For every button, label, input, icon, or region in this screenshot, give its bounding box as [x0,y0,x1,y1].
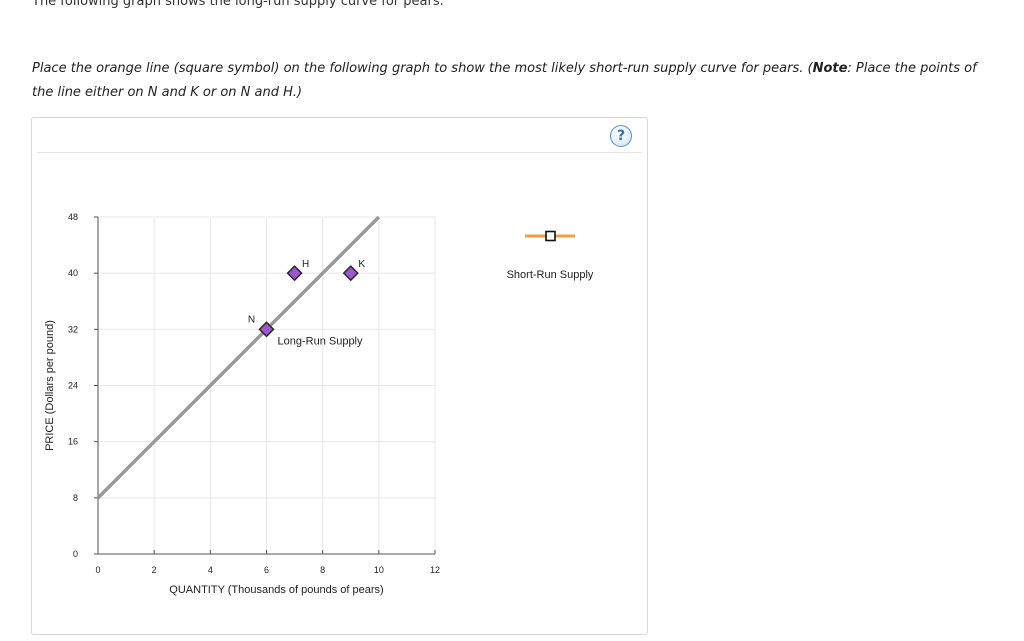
x-tick-label: 4 [208,565,213,575]
intro-text: The following graph shows the long-run s… [32,0,444,9]
y-tick-label: 32 [68,324,78,334]
instruction-part1: Place the orange line (square symbol) on… [32,61,813,76]
point-k-label: K [358,259,365,270]
short-run-supply-legend-label: Short-Run Supply [507,269,594,281]
points: N H K [248,259,365,338]
help-button[interactable]: ? [610,125,632,147]
point-n-label: N [248,314,255,325]
y-tick-label: 8 [73,493,78,503]
instruction-text: Place the orange line (square symbol) on… [32,57,992,105]
help-icon: ? [616,128,626,144]
point-h-marker[interactable] [286,265,303,282]
x-tick-label: 2 [152,565,157,575]
x-axis-title: QUANTITY (Thousands of pounds of pears) [169,584,383,596]
point-n-marker[interactable] [258,321,275,338]
x-tick-label: 6 [264,565,269,575]
y-axis-title: PRICE (Dollars per pound) [44,320,56,451]
long-run-supply-label: Long-Run Supply [278,335,364,347]
instruction-note-label: Note [812,61,848,76]
x-tick-label: 12 [430,565,440,575]
panel-divider [37,152,642,153]
y-tick-label: 24 [68,381,78,391]
y-tick-label: 40 [68,268,78,278]
legend: Short-Run Supply [507,230,594,281]
x-tick-label: 8 [320,565,325,575]
y-tick-label: 0 [73,549,78,559]
short-run-supply-square-icon[interactable] [545,230,556,242]
point-h-label: H [302,259,309,270]
series [96,215,381,500]
instruction-part2: : Place the points of the line either on… [32,61,977,100]
x-tick-label: 0 [95,565,100,575]
point-k-marker[interactable] [342,265,359,282]
grid [98,216,436,554]
y-tick-label: 48 [68,212,78,222]
x-tick-label: 10 [374,565,384,575]
long-run-supply-line [96,215,381,500]
y-tick-label: 16 [68,437,78,447]
